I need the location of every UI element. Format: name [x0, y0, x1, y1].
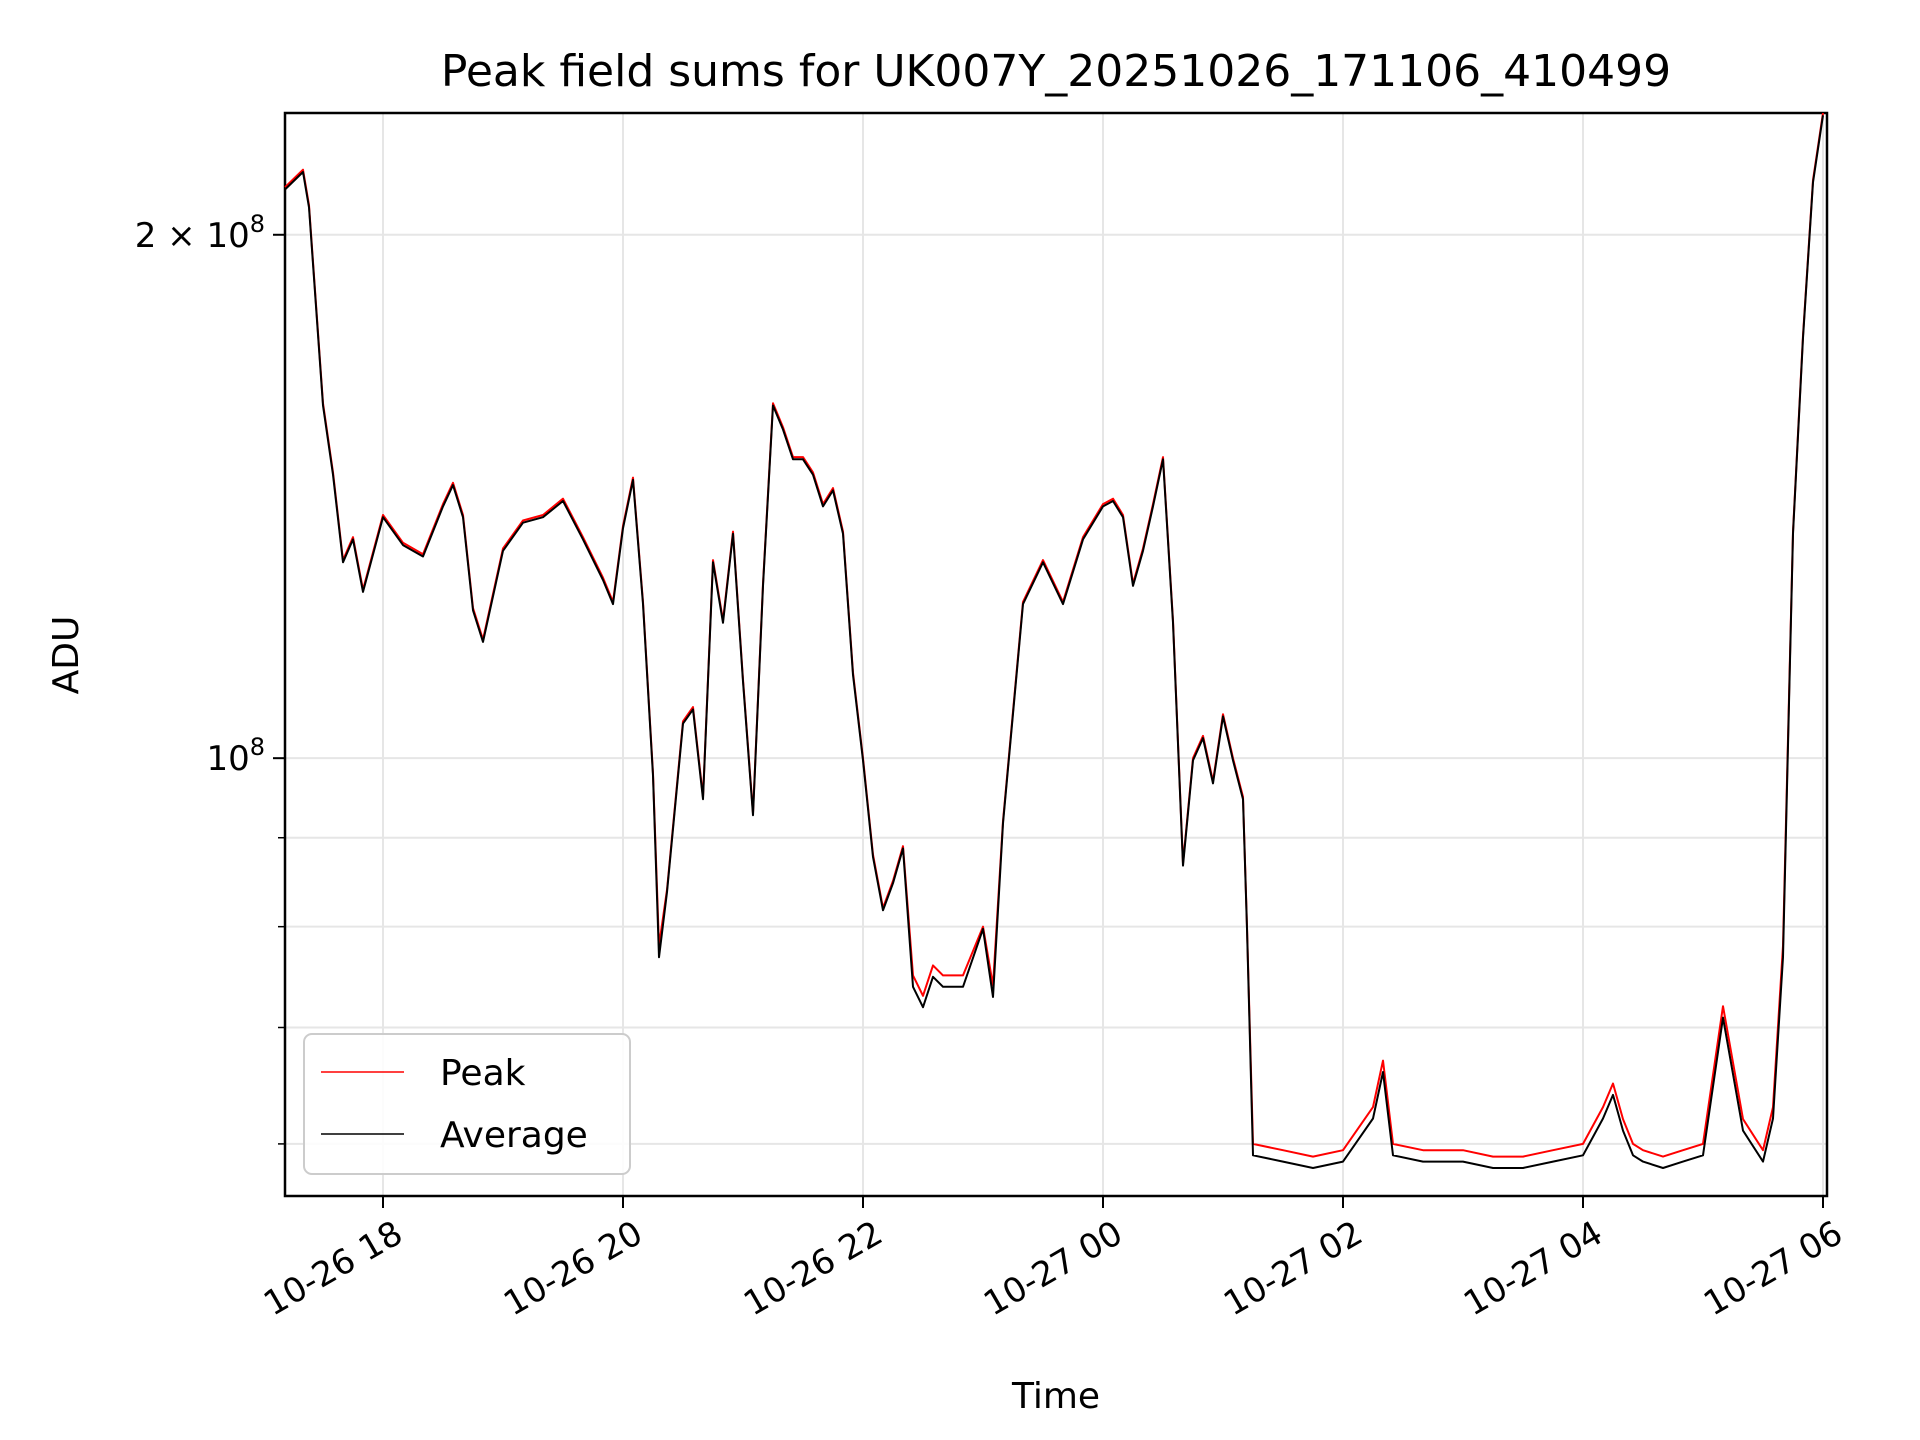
plot-frame — [283, 111, 1829, 1198]
y-axis-label: ADU — [46, 616, 87, 695]
legend-average-label: Average — [440, 1115, 588, 1156]
x-tick-label: 10-26 20 — [497, 1213, 649, 1324]
x-axis-label: Time — [1011, 1376, 1100, 1417]
x-tick-label: 10-27 02 — [1217, 1213, 1369, 1324]
x-tick-label: 10-26 18 — [257, 1213, 409, 1324]
peak-line — [284, 112, 1824, 1158]
legend-frame — [303, 1033, 631, 1175]
series-lines — [284, 112, 1824, 1169]
y-ticks: 108 2 × 108 — [135, 210, 285, 1145]
average-line — [284, 115, 1824, 1169]
y-tick-label: 2 × 108 — [135, 210, 265, 256]
x-ticks: 10-26 18 10-26 20 10-26 22 10-27 00 10-27 02… — [257, 1196, 1850, 1324]
legend-peak-label: Peak — [440, 1053, 526, 1094]
legend: Peak Average — [303, 1033, 631, 1175]
grid — [285, 113, 1827, 1196]
x-tick-label: 10-26 22 — [737, 1213, 889, 1324]
x-tick-label: 10-27 00 — [977, 1213, 1129, 1324]
x-tick-label: 10-27 04 — [1457, 1213, 1609, 1324]
y-tick-label: 108 — [206, 733, 265, 779]
chart-title: Peak field sums for UK007Y_20251026_1711… — [441, 46, 1671, 97]
x-tick-label: 10-27 06 — [1697, 1213, 1849, 1324]
